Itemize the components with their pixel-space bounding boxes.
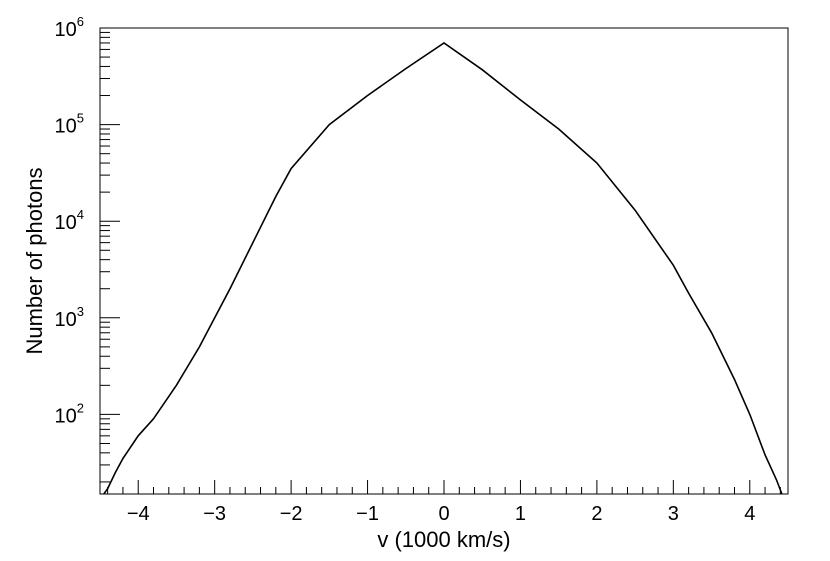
- series-line: [103, 42, 783, 495]
- x-tick-label: 4: [744, 503, 755, 525]
- x-tick-label: 1: [515, 503, 526, 525]
- x-tick-label: −4: [127, 503, 150, 525]
- x-tick-label: 3: [668, 503, 679, 525]
- x-tick-label: −1: [356, 503, 379, 525]
- plot-frame: [99, 27, 789, 495]
- y-tick-label: 104: [55, 207, 84, 234]
- y-tick-label: 106: [55, 14, 84, 41]
- x-axis-ticks: [107, 480, 781, 494]
- x-tick-label: 2: [591, 503, 602, 525]
- x-tick-label: −3: [203, 503, 226, 525]
- x-tick-labels: −4 −3 −2 −1 0 1 2 3 4: [127, 503, 756, 525]
- y-tick-label: 102: [55, 400, 84, 427]
- x-tick-label: −2: [280, 503, 303, 525]
- y-tick-label: 105: [55, 111, 84, 138]
- x-tick-label: 0: [438, 503, 449, 525]
- y-axis-ticks: [100, 27, 120, 483]
- y-tick-labels: 102 103 104 105 106: [55, 14, 84, 427]
- y-axis-title: Number of photons: [22, 167, 47, 354]
- x-axis-title: v (1000 km/s): [377, 527, 510, 552]
- y-tick-label: 103: [55, 304, 84, 331]
